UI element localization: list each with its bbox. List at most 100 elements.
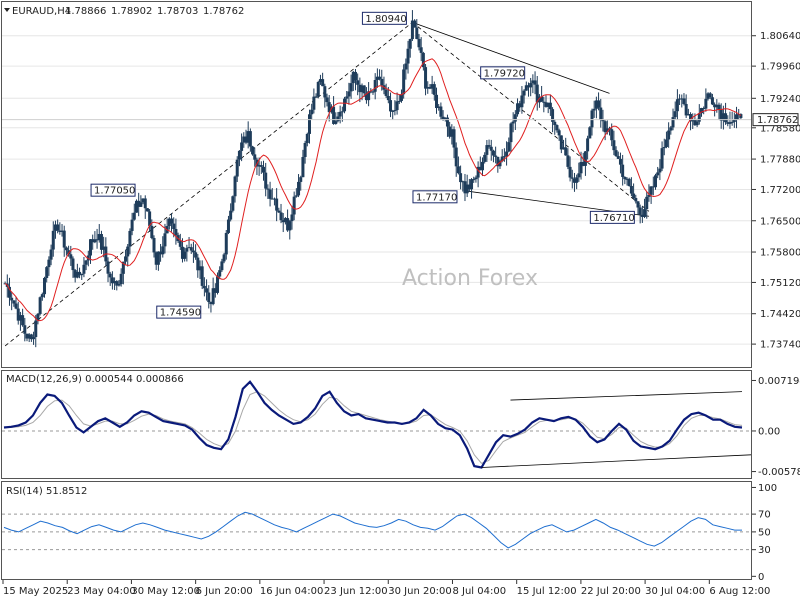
candle-body [516,103,520,115]
candle-body [577,173,581,178]
candle-body [145,208,149,212]
candle-body [12,300,16,304]
candle-body [671,117,675,128]
candle-body [590,110,594,128]
candle-body [730,121,734,123]
candle-body [724,113,728,123]
candle-body [93,239,97,243]
candle-body [715,104,719,108]
candle-body [95,239,99,241]
candle-body [399,94,403,101]
candle-body [529,83,533,88]
candle-body [10,297,14,301]
candle-body [200,266,204,286]
candle-body [205,288,209,293]
candle-body [393,110,397,112]
candle-body [487,145,491,147]
candle-body [533,80,537,85]
candle-body [540,96,544,102]
candle-body [97,234,101,241]
candle-body [632,193,636,199]
candle-body [702,108,706,110]
candle-body [229,210,233,220]
candle-body [511,121,515,124]
pivot-label: 1.79720 [484,68,525,79]
candle-body [599,107,603,120]
candle-body [375,76,379,80]
candle-body [353,71,357,81]
candle-body [211,288,215,305]
candle-body [544,102,548,107]
candle-body [62,230,66,248]
candle-body [316,82,320,97]
candle-body [196,257,200,271]
candle-body [489,146,493,151]
candle-body [159,251,163,255]
candle-body [384,89,388,96]
open-value: 1.78866 [65,6,106,17]
candle-body [564,147,568,156]
candle-body [91,239,95,243]
candle-body [629,185,633,194]
candle-body [191,250,195,253]
candle-body [691,119,695,122]
candle-body [126,246,130,257]
candle-body [303,143,307,158]
candle-body [141,198,145,203]
candle-body [49,249,53,260]
candle-body [699,108,703,114]
dropdown-triangle-icon[interactable] [4,8,10,12]
macd-axis: 0.007194 0.00 -0.005784 [752,376,800,478]
candle-body [463,181,467,194]
candle-body [640,214,644,217]
pivot-label-box [480,66,526,80]
candle-body [259,165,263,167]
candle-body [586,138,590,152]
candle-body [108,273,112,278]
candle-body [439,106,443,117]
candle-body [45,267,49,278]
candle-body [537,96,541,103]
candle-body [356,80,360,85]
time-tick-label: 22 Jul 20:00 [581,586,641,597]
candle-body [682,98,686,104]
candle-body [294,195,298,197]
candle-body [658,168,662,173]
candle-body [301,157,305,178]
candle-body [272,198,276,200]
candle-body [645,196,649,210]
candle-body [667,130,671,140]
candle-body [264,172,268,189]
candle-body [325,97,329,103]
price-tick-label: 1.80640 [760,31,800,42]
candle-body [29,334,33,340]
candle-body [470,179,474,190]
candle-body [614,150,618,157]
candle-body [277,210,281,213]
candle-body [566,155,570,167]
candle-body [524,85,528,91]
candle-body [415,27,419,39]
macd-line [3,380,743,469]
candle-body [653,175,657,188]
macd-upper-trendline [510,391,743,401]
price-tick-label: 1.79960 [760,62,800,73]
candle-body [47,259,51,268]
candle-body [235,159,239,177]
candle-body [456,166,460,174]
candle-body [430,84,434,89]
macd-lower-trendline [481,454,752,468]
time-tick-label: 16 Jun 04:00 [260,586,324,597]
candle-body [106,261,110,274]
candle-body [209,302,213,305]
candle-body [732,119,736,122]
candle-body [183,251,187,259]
candle-body [518,103,522,108]
candle-body [224,232,228,255]
price-tick-label: 1.77200 [760,185,800,196]
pivot-label: 1.77050 [94,186,135,197]
time-tick-label: 30 Jul 04:00 [645,586,705,597]
rsi-panel [1,481,752,580]
high-value: 1.78902 [111,6,152,17]
candle-body [395,101,399,111]
